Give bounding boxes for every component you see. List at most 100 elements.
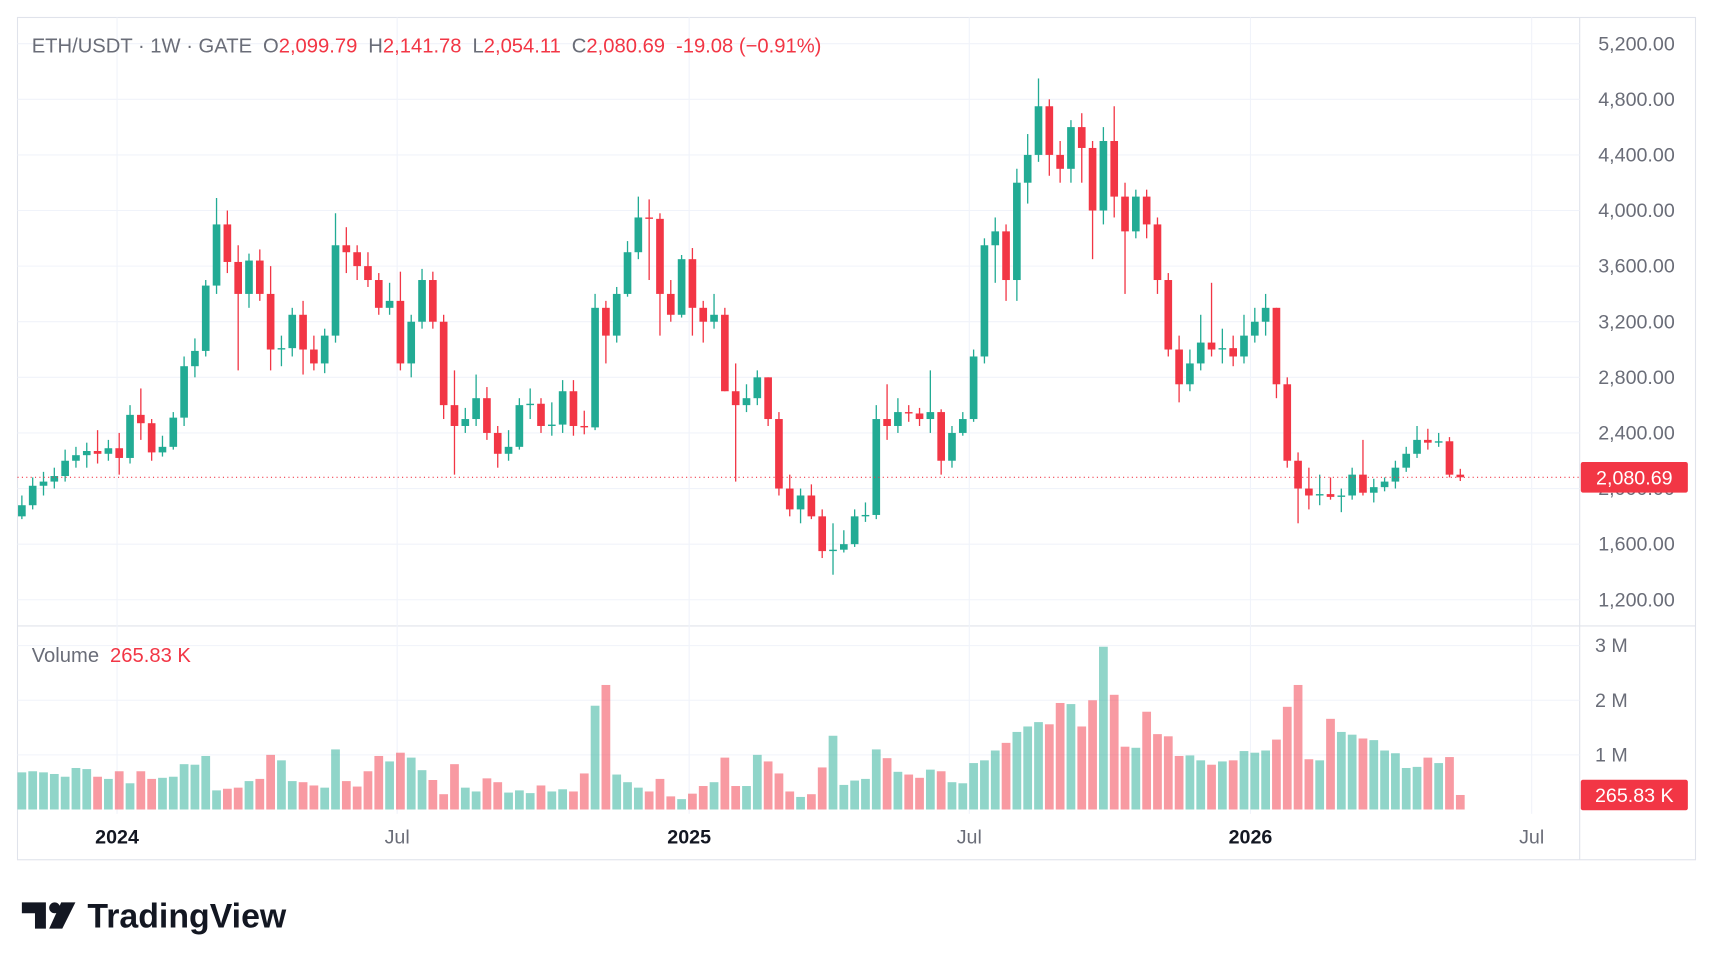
candle-body — [1326, 494, 1335, 497]
volume-bar — [525, 793, 535, 810]
candles — [18, 78, 1465, 575]
brand: TradingView — [87, 897, 286, 935]
volume-bar — [396, 752, 405, 810]
candle-body — [1121, 196, 1129, 232]
volume-bars — [17, 646, 1465, 810]
candle-body — [915, 413, 924, 420]
candle-body — [1369, 487, 1378, 493]
volume-bar — [82, 769, 92, 810]
candle-body — [1153, 224, 1162, 281]
last-price-label: 2,080.69 — [1596, 467, 1673, 489]
volume-bar — [1228, 760, 1238, 810]
candle-body — [926, 412, 935, 420]
volume-bar — [212, 790, 221, 810]
volume-bar — [558, 789, 568, 810]
volume-bar — [850, 780, 860, 810]
candle-body — [623, 252, 632, 294]
candle-body — [1175, 349, 1183, 385]
last-volume-badge — [1580, 779, 1688, 811]
y-tick-label: 4,000.00 — [1598, 200, 1675, 222]
candle-body — [591, 307, 599, 428]
volume-bar — [60, 776, 70, 810]
volume-bar — [406, 757, 416, 810]
volume-bar — [287, 781, 297, 810]
volume-bar — [190, 764, 200, 810]
candle-body — [721, 314, 729, 392]
candle-body — [320, 335, 329, 364]
volume-bar — [49, 773, 59, 810]
volume-bar — [882, 758, 892, 810]
candle-body — [1272, 307, 1281, 385]
candle-body — [656, 218, 664, 294]
candle-body — [937, 412, 945, 461]
candle-body — [1045, 106, 1054, 155]
volume-bar — [807, 794, 816, 810]
volume-bar — [439, 794, 449, 810]
volume-bar — [168, 776, 178, 810]
candle-body — [602, 307, 610, 336]
volume-bar — [114, 771, 124, 810]
candle-body — [1434, 441, 1443, 443]
volume-bar — [298, 782, 308, 810]
volume-bar — [633, 787, 643, 810]
candle-body — [1283, 384, 1292, 461]
candle-body — [364, 266, 372, 281]
change: -19.08 (−0.91%) — [676, 35, 821, 57]
candle-body — [883, 419, 891, 426]
candle-body — [1424, 439, 1432, 443]
y-tick-label: 2,400.00 — [1598, 422, 1675, 444]
volume-bar — [244, 781, 254, 810]
candle-body — [461, 419, 470, 426]
candle-body — [277, 348, 286, 350]
candle-body — [1456, 474, 1465, 478]
candle-body — [191, 350, 199, 367]
candle-body — [1305, 488, 1313, 496]
candle-body — [861, 514, 870, 517]
volume-bar — [601, 684, 611, 810]
volume-bar — [871, 749, 881, 810]
volume-bar — [1326, 718, 1335, 810]
volume-bar — [958, 783, 968, 810]
volume-bar — [309, 785, 319, 810]
c-value: 2,080.69 — [586, 35, 665, 57]
volume-bar — [742, 786, 751, 810]
volume-bar — [688, 793, 697, 810]
candle-body — [1261, 307, 1270, 322]
volume-bar — [1142, 711, 1152, 810]
candle-body — [1023, 154, 1032, 183]
logo-dot — [49, 902, 61, 914]
volume-bar — [980, 760, 989, 810]
axes: 1,200.001,600.002,000.002,400.002,800.00… — [17, 33, 1688, 848]
volume-bar — [1001, 742, 1011, 810]
candle-body — [645, 217, 653, 219]
candle-body — [731, 391, 740, 406]
x-tick-label: Jul — [957, 826, 982, 848]
volume-bar — [1412, 766, 1422, 810]
candle-body — [537, 403, 545, 426]
candle-body — [429, 280, 437, 322]
volume-tick-label: 2 M — [1595, 690, 1628, 712]
candle-body — [310, 349, 318, 364]
volume-bar — [179, 764, 189, 810]
volume-bar — [158, 777, 167, 810]
volume-bar — [1261, 750, 1270, 810]
volume-bar — [1239, 751, 1249, 810]
candle-body — [504, 446, 513, 454]
candle-body — [958, 419, 967, 433]
legend: ETH/USDT · 1W · GATE O2,099.79 H2,141.78 L2… — [32, 35, 822, 57]
candle-body — [169, 417, 178, 447]
candle-body — [807, 495, 816, 517]
candle-body — [201, 285, 210, 351]
volume-bar — [1207, 764, 1216, 810]
candle-body — [775, 419, 783, 489]
candle-body — [1034, 106, 1043, 155]
volume-title: Volume — [32, 645, 99, 667]
volume-bar — [1034, 722, 1043, 810]
candle-body — [904, 412, 913, 414]
volume-bar — [936, 771, 946, 810]
volume-bar — [1055, 702, 1065, 810]
y-tick-label: 3,200.00 — [1598, 311, 1675, 333]
volume-legend: Volume 265.83 K — [32, 645, 192, 667]
candle-body — [61, 460, 69, 477]
volume-bar — [1304, 759, 1314, 810]
